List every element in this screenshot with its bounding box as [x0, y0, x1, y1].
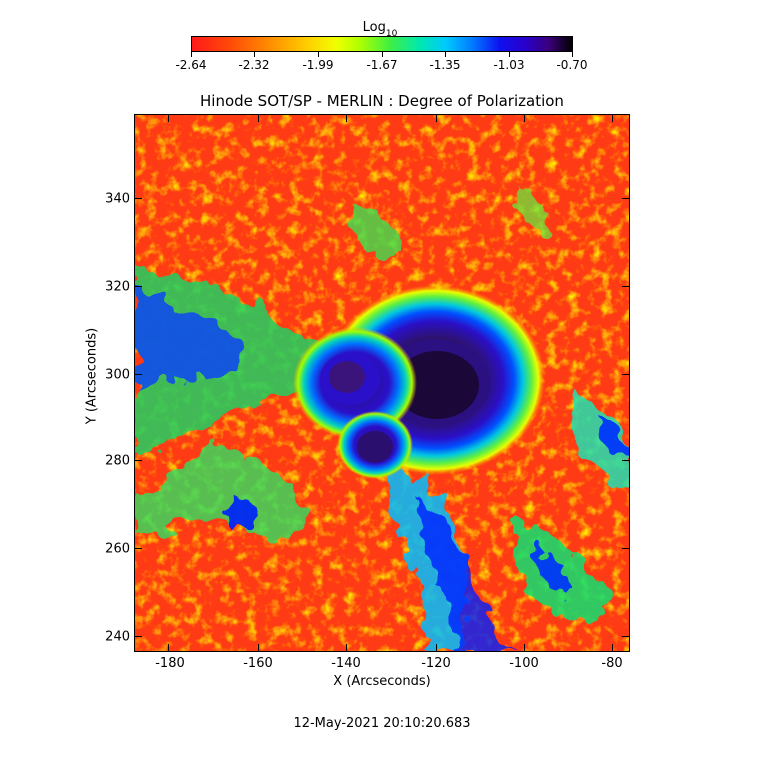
south-sunspot-umbra	[357, 431, 393, 463]
x-tick	[436, 644, 437, 652]
x-tick-label: -160	[243, 656, 273, 671]
plot-title: Hinode SOT/SP - MERLIN : Degree of Polar…	[200, 92, 564, 110]
colorbar-title-subscript: 10	[385, 29, 398, 39]
y-tick	[622, 548, 630, 549]
sunspot-group	[293, 285, 545, 479]
y-tick	[134, 548, 142, 549]
colorbar-tick	[509, 52, 510, 57]
y-tick	[622, 198, 630, 199]
y-tick	[622, 286, 630, 287]
colorbar-tick	[445, 52, 446, 57]
y-tick-label: 280	[105, 453, 130, 469]
colorbar-tick	[191, 52, 192, 57]
x-tick-label: -140	[331, 656, 361, 671]
x-tick	[168, 644, 169, 652]
x-tick-label: -120	[421, 656, 451, 671]
colorbar-tick-label: -1.67	[366, 58, 398, 72]
y-tick	[134, 460, 142, 461]
colorbar-tick-label: -1.03	[493, 58, 525, 72]
y-tick	[134, 374, 142, 375]
x-tick	[612, 114, 613, 122]
magnetic-network	[135, 185, 629, 651]
x-tick	[168, 114, 169, 122]
colorbar-tick-label: -1.99	[302, 58, 334, 72]
colorbar-tick-label: -1.35	[429, 58, 461, 72]
y-tick	[134, 636, 142, 637]
y-axis-title: Y (Arcseconds)	[84, 327, 100, 425]
colorbar-tick-label: -2.32	[238, 58, 270, 72]
x-tick	[524, 644, 525, 652]
x-tick-label: -100	[509, 656, 539, 671]
polarization-image	[135, 115, 629, 651]
x-tick	[524, 114, 525, 122]
x-tick	[346, 114, 347, 122]
x-tick	[346, 644, 347, 652]
colorbar-tick-label: -0.70	[556, 58, 588, 72]
x-axis-title: X (Arcseconds)	[333, 674, 431, 689]
y-tick	[622, 374, 630, 375]
colorbar-tick	[254, 52, 255, 57]
y-tick-label: 320	[105, 279, 130, 295]
y-tick	[622, 460, 630, 461]
x-tick-label: -180	[155, 656, 185, 671]
x-tick	[436, 114, 437, 122]
colorbar-title-main: Log	[362, 20, 386, 35]
polarization-map	[134, 114, 630, 652]
colorbar-tick	[382, 52, 383, 57]
colorbar-tick	[572, 52, 573, 57]
y-tick	[134, 286, 142, 287]
colorbar	[191, 36, 573, 52]
west-sunspot-umbra	[329, 361, 365, 393]
x-tick-label: -80	[601, 656, 623, 671]
y-tick-label: 300	[105, 367, 130, 383]
x-tick	[258, 644, 259, 652]
y-tick-label: 260	[105, 541, 130, 557]
x-tick	[612, 644, 613, 652]
observation-timestamp: 12-May-2021 20:10:20.683	[293, 716, 471, 731]
colorbar-tick	[318, 52, 319, 57]
colorbar-tick-label: -2.64	[175, 58, 207, 72]
y-tick-label: 240	[105, 629, 130, 645]
x-tick	[258, 114, 259, 122]
y-tick-label: 340	[105, 191, 130, 207]
y-tick	[622, 636, 630, 637]
main-sunspot-umbra	[395, 351, 479, 419]
colorbar-title: Log10	[340, 20, 420, 39]
y-tick	[134, 198, 142, 199]
